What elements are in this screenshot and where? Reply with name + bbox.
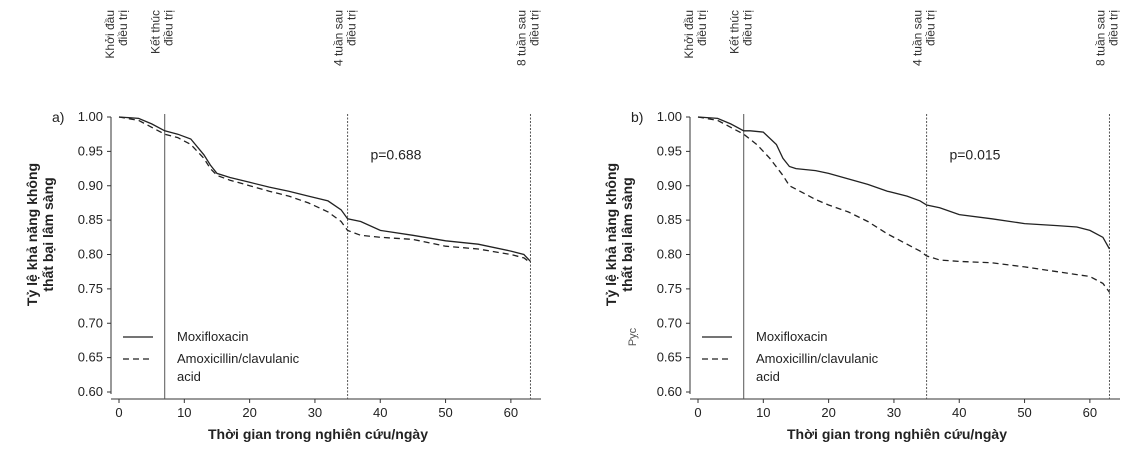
panel-a-timepoint-label: điều trị	[527, 10, 541, 46]
panel-b-timepoint-label: 4 tuần sau	[911, 10, 925, 66]
panel-a-timepoint-label: 4 tuần sau	[332, 10, 346, 66]
panel-a-legend-label: Amoxicillin/clavulanic	[177, 351, 300, 366]
panel-a-x-tick-label: 40	[373, 405, 387, 420]
panel-a-y-tick-label: 0.70	[78, 315, 103, 330]
panel-a-y-tick-label: 0.65	[78, 350, 103, 365]
panel-b-y-tick-label: 0.70	[657, 315, 682, 330]
panel-b-timepoint-label: điều trị	[695, 10, 709, 46]
panel-b-legend-label: acid	[756, 369, 780, 384]
panel-b-y-tick-label: 0.95	[657, 143, 682, 158]
panel-b-y-tick-label: 0.90	[657, 178, 682, 193]
panel-a-x-tick-label: 30	[308, 405, 322, 420]
panel-a-timepoint-label: 8 tuần sau	[514, 10, 528, 66]
panel-a-x-tick-label: 0	[115, 405, 122, 420]
panel-a-x-axis-title: Thời gian trong nghiên cứu/ngày	[208, 426, 428, 442]
panel-a-x-tick-label: 50	[438, 405, 452, 420]
panel-b-y-tick-label: 0.60	[657, 384, 682, 399]
panel-b-timepoint-label: 8 tuần sau	[1093, 10, 1107, 66]
panel-a-series-amoxicillin	[118, 116, 531, 264]
panel-b-legend-label: Moxifloxacin	[756, 329, 828, 344]
panel-a-y-tick-label: 0.95	[78, 143, 103, 158]
panel-a-y-tick-label: 0.75	[78, 281, 103, 296]
panel-a-y-axis-title: thất bại lâm sàng	[40, 177, 56, 291]
panel-b-x-tick-label: 50	[1017, 405, 1031, 420]
panel-a-y-tick-label: 1.00	[78, 109, 103, 124]
panel-b-side-note: Pỵc	[627, 327, 639, 346]
panel-b-x-tick-label: 30	[887, 405, 901, 420]
panel-a-timepoint-label: điều trị	[162, 10, 176, 46]
panel-b-y-axis-title: thất bại lâm sàng	[619, 177, 635, 291]
panel-a-legend-label: Moxifloxacin	[177, 329, 249, 344]
panel-b-y-tick-label: 0.85	[657, 212, 682, 227]
panel-b-series-moxifloxacin	[697, 116, 1111, 250]
panel-b-timepoint-label: điều trị	[1106, 10, 1120, 46]
panel-b-x-axis-title: Thời gian trong nghiên cứu/ngày	[787, 426, 1007, 442]
panel-a-series-moxifloxacin	[118, 116, 531, 262]
panel-a-timepoint-label: Kết thúc	[149, 10, 163, 54]
panel-b-series-amoxicillin	[697, 116, 1111, 293]
panel-b-y-tick-label: 0.65	[657, 350, 682, 365]
panel-b-y-tick-label: 1.00	[657, 109, 682, 124]
panel-a-timepoint-label: điều trị	[345, 10, 359, 46]
panel-b-timepoint-label: Khởi đầu	[682, 10, 696, 59]
panel-b-p-value: p=0.015	[949, 147, 1000, 163]
panel-b-timepoint-label: điều trị	[924, 10, 938, 46]
panel-b-x-tick-label: 10	[756, 405, 770, 420]
panel-a-p-value: p=0.688	[370, 147, 421, 163]
panel-a-timepoint-label: Khởi đầu	[103, 10, 117, 59]
panel-a-y-axis-title: Tỷ lệ khả năng không	[24, 163, 40, 306]
panel-a-x-tick-label: 10	[177, 405, 191, 420]
panel-b-x-tick-label: 60	[1083, 405, 1097, 420]
panel-b-y-axis-title: Tỷ lệ khả năng không	[603, 163, 619, 306]
panel-b-y-tick-label: 0.80	[657, 247, 682, 262]
panel-a-y-tick-label: 0.90	[78, 178, 103, 193]
panel-b-legend-label: Amoxicillin/clavulanic	[756, 351, 879, 366]
panel-b-x-tick-label: 20	[821, 405, 835, 420]
panel-a-x-tick-label: 20	[242, 405, 256, 420]
panel-b-label: b)	[631, 109, 643, 125]
panel-a-label: a)	[52, 109, 64, 125]
panel-a-legend-label: acid	[177, 369, 201, 384]
panel-b-x-tick-label: 0	[694, 405, 701, 420]
panel-b-timepoint-label: Kết thúc	[728, 10, 742, 54]
panel-b-x-tick-label: 40	[952, 405, 966, 420]
panel-a-y-tick-label: 0.60	[78, 384, 103, 399]
panel-a-timepoint-label: điều trị	[116, 10, 130, 46]
panel-a-y-tick-label: 0.85	[78, 212, 103, 227]
panel-b-timepoint-label: điều trị	[741, 10, 755, 46]
panel-a-x-tick-label: 60	[504, 405, 518, 420]
panel-a-y-tick-label: 0.80	[78, 247, 103, 262]
panel-b-y-tick-label: 0.75	[657, 281, 682, 296]
